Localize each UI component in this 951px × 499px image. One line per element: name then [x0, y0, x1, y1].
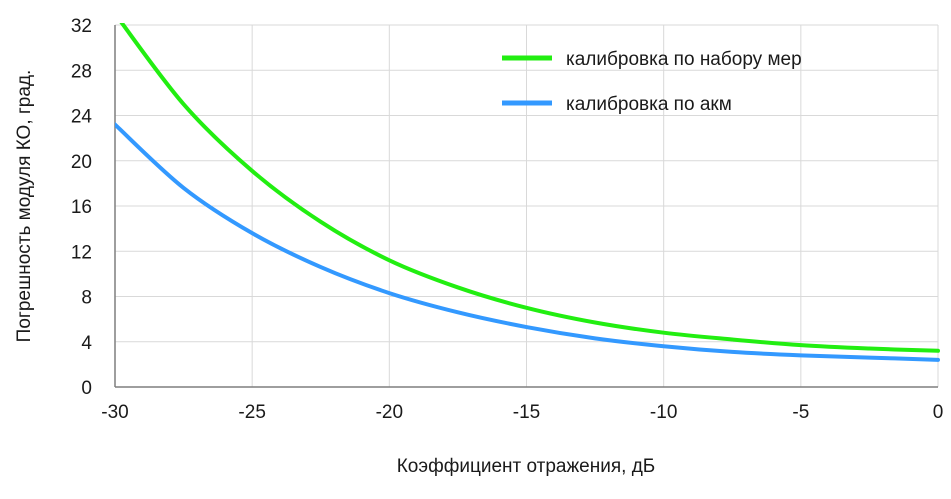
series-line-1 — [115, 122, 940, 362]
legend-label-1: калибровка по акм — [566, 94, 732, 115]
y-tick-label: 12 — [71, 242, 92, 263]
x-tick-label: -15 — [513, 402, 540, 423]
y-tick-label: 24 — [71, 107, 93, 128]
y-tick-label: 0 — [81, 378, 92, 399]
y-tick-label: 8 — [81, 288, 92, 309]
y-tick-label: 16 — [71, 197, 92, 218]
x-tick-label: -10 — [650, 402, 677, 423]
y-axis-label: Погрешность модуля КО, град. — [14, 70, 35, 343]
legend: калибровка по набору мер калибровка по ак… — [502, 49, 802, 115]
x-tick-label: -20 — [376, 402, 403, 423]
y-tick-labels: 0 4 8 12 16 20 24 28 32 — [71, 16, 93, 399]
axes — [114, 25, 938, 388]
x-tick-label: -25 — [238, 402, 265, 423]
y-tick-label: 28 — [71, 61, 92, 82]
series — [115, 23, 940, 362]
legend-label-0: калибровка по набору мер — [566, 49, 802, 70]
series-line-0 — [119, 23, 940, 353]
x-tick-label: 0 — [933, 402, 944, 423]
grid — [115, 24, 939, 387]
y-tick-label: 20 — [71, 152, 92, 173]
y-tick-label: 4 — [81, 333, 92, 354]
x-tick-label: -30 — [101, 402, 128, 423]
x-tick-label: -5 — [792, 402, 809, 423]
x-axis-label: Коэффициент отражения, дБ — [397, 456, 656, 477]
y-tick-label: 32 — [71, 16, 92, 37]
x-tick-labels: -30 -25 -20 -15 -10 -5 0 — [101, 402, 943, 423]
